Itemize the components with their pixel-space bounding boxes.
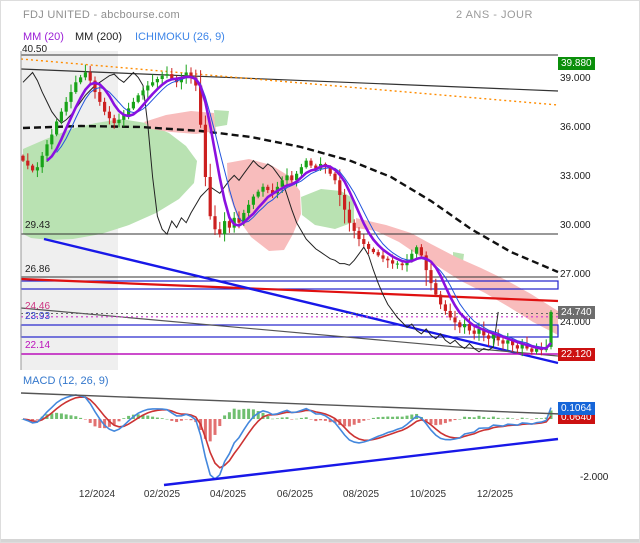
period-high-badge: 39.880 <box>558 57 595 70</box>
x-tick-04-2025: 04/2025 <box>209 489 247 500</box>
price-tick-33000: 33.000 <box>560 171 591 182</box>
last-price-badge: 24.740 <box>558 306 595 319</box>
x-tick-08-2025: 08/2025 <box>342 489 380 500</box>
bottom-border <box>1 539 639 542</box>
legend-ichimoku[interactable]: ICHIMOKU (26, 9) <box>135 31 225 43</box>
macd-line <box>22 394 552 481</box>
period-low-badge: 22.120 <box>558 348 595 361</box>
x-tick-06-2025: 06/2025 <box>276 489 314 500</box>
macd-trendlines <box>20 392 562 487</box>
price-tick-30000: 30.000 <box>560 220 591 231</box>
x-tick-10-2025: 10/2025 <box>409 489 447 500</box>
annotation-lines <box>20 51 559 370</box>
legend-mm200[interactable]: MM (200) <box>75 31 123 43</box>
price-tick-39000: 39.000 <box>560 73 591 84</box>
macd-value-badge: 0.1064 <box>558 402 595 415</box>
x-tick-12-2024: 12/2024 <box>78 489 116 500</box>
timeframe-label: 2 ANS - JOUR <box>456 9 533 21</box>
macd-tick-minus2: -2.000 <box>580 472 609 483</box>
price-tick-27000: 27.000 <box>560 269 591 280</box>
level-label-29-43: 29.43 <box>25 220 51 231</box>
level-label-23-93: 23.93 <box>25 311 51 322</box>
macd-indicator-label[interactable]: MACD (12, 26, 9) <box>23 375 109 387</box>
price-tick-36000: 36.000 <box>560 122 591 133</box>
level-label-40-50: 40.50 <box>22 44 48 55</box>
level-label-26-86: 26.86 <box>25 264 51 275</box>
x-tick-02-2025: 02/2025 <box>143 489 181 500</box>
mm200-line <box>22 124 559 274</box>
chart-title: FDJ UNITED - abcbourse.com <box>23 9 180 21</box>
mm20-line <box>46 75 552 350</box>
chikou-line <box>22 71 499 353</box>
x-tick-12-2025: 12/2025 <box>476 489 514 500</box>
level-label-24-46: 24.46 <box>25 301 51 312</box>
macd-signal-line <box>22 396 552 469</box>
price-tick-24000: 24.000 <box>560 317 591 328</box>
legend-mm20[interactable]: MM (20) <box>23 31 64 43</box>
level-label-22-14: 22.14 <box>25 340 51 351</box>
macd-histogram <box>21 408 553 442</box>
candles-layer <box>21 64 553 357</box>
